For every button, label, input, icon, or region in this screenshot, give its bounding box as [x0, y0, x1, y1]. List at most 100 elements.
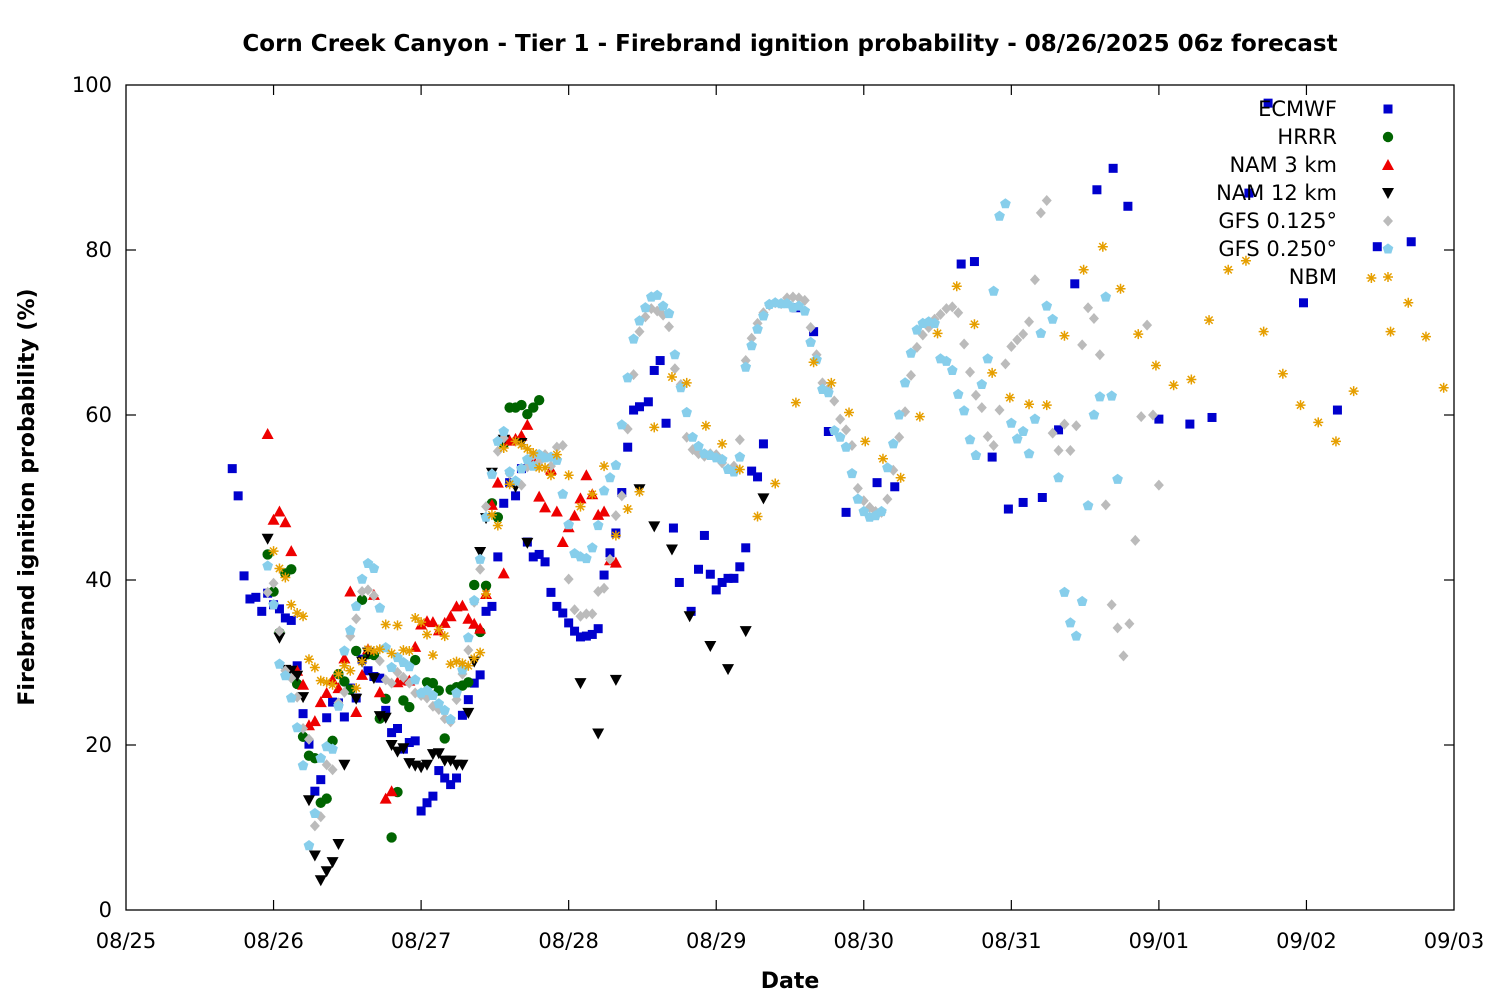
data-point — [332, 839, 345, 850]
data-point — [570, 626, 580, 636]
data-point — [1136, 411, 1147, 423]
data-point — [457, 710, 467, 720]
data-point — [504, 466, 515, 477]
y-tick-label: 100 — [72, 73, 112, 97]
data-point — [1147, 409, 1158, 421]
data-point — [610, 530, 621, 541]
data-point — [351, 613, 362, 625]
data-point — [533, 490, 546, 502]
data-point — [864, 501, 875, 513]
data-point — [752, 511, 763, 522]
data-point — [497, 567, 510, 579]
data-point — [1047, 427, 1058, 439]
data-point — [623, 442, 633, 452]
data-point — [1100, 499, 1111, 511]
data-point — [1150, 360, 1161, 371]
data-point — [586, 542, 598, 553]
legend: ECMWF HRRR NAM 3 km NAM 12 km GFS 0.125° GFS … — [1216, 97, 1394, 289]
data-point — [758, 439, 768, 449]
data-point — [1070, 279, 1080, 289]
x-tick-label: 08/26 — [243, 929, 304, 953]
data-point — [1108, 163, 1118, 173]
data-point — [245, 594, 255, 604]
data-point — [1330, 436, 1341, 447]
data-point — [314, 875, 327, 887]
data-point — [409, 674, 421, 685]
data-point — [1004, 392, 1015, 403]
data-point — [350, 693, 363, 705]
data-point — [434, 766, 444, 776]
data-point — [1018, 497, 1028, 507]
data-point — [308, 715, 321, 727]
data-point — [498, 443, 509, 453]
data-point — [267, 513, 280, 525]
data-point — [826, 377, 837, 388]
data-point — [628, 333, 639, 344]
legend-label: ECMWF — [1258, 97, 1337, 121]
legend-marker — [1383, 215, 1393, 227]
data-point — [717, 577, 727, 587]
data-point — [327, 764, 338, 776]
data-point — [492, 520, 503, 531]
data-point — [451, 687, 462, 698]
data-point — [711, 585, 721, 595]
data-point — [935, 308, 946, 320]
data-point — [551, 449, 562, 460]
data-point — [1041, 300, 1053, 311]
data-point — [280, 572, 291, 583]
data-point — [445, 713, 456, 724]
data-point — [475, 647, 486, 658]
data-point — [374, 655, 385, 667]
data-point — [345, 624, 356, 635]
data-point — [475, 670, 485, 680]
data-point — [528, 552, 538, 562]
data-point — [451, 656, 462, 667]
data-point — [757, 493, 770, 505]
series-nam-12-km — [261, 434, 770, 887]
data-point — [964, 434, 976, 445]
data-point — [1133, 329, 1144, 340]
data-point — [504, 479, 515, 490]
data-point — [328, 697, 338, 707]
data-point — [894, 431, 905, 443]
series-nbm — [268, 241, 1449, 694]
data-point — [1000, 198, 1011, 209]
data-point — [1088, 312, 1099, 324]
axis-ticks: 08/25 08/26 08/27 08/28 08/29 08/30 08/31 09/01… — [72, 73, 1484, 953]
data-point — [563, 470, 574, 481]
data-point — [1100, 291, 1112, 302]
data-point — [386, 677, 397, 689]
data-point — [1024, 316, 1035, 328]
data-point — [333, 669, 344, 680]
data-point — [914, 411, 925, 422]
data-point — [953, 307, 964, 319]
data-point — [327, 679, 338, 690]
data-point — [321, 677, 332, 688]
y-tick-label: 20 — [85, 733, 112, 757]
data-point — [546, 587, 556, 597]
data-point — [890, 482, 900, 492]
data-point — [893, 409, 905, 420]
data-point — [674, 577, 684, 587]
data-point — [499, 498, 509, 508]
data-point — [592, 728, 605, 740]
data-point — [303, 733, 314, 745]
data-point — [1012, 334, 1023, 346]
data-point — [315, 752, 327, 763]
data-point — [516, 463, 527, 474]
data-point — [1366, 273, 1377, 284]
data-point — [808, 357, 819, 368]
data-point — [416, 806, 426, 816]
data-point — [379, 792, 392, 804]
data-point — [574, 678, 587, 690]
legend-label: GFS 0.125° — [1218, 209, 1337, 233]
data-point — [729, 573, 739, 583]
data-point — [735, 562, 745, 572]
data-point — [799, 305, 811, 316]
data-point — [941, 355, 952, 366]
data-point — [895, 472, 906, 483]
x-tick-label: 09/01 — [1129, 929, 1190, 953]
data-point — [463, 677, 474, 688]
data-point — [314, 696, 327, 708]
data-point — [581, 552, 592, 564]
